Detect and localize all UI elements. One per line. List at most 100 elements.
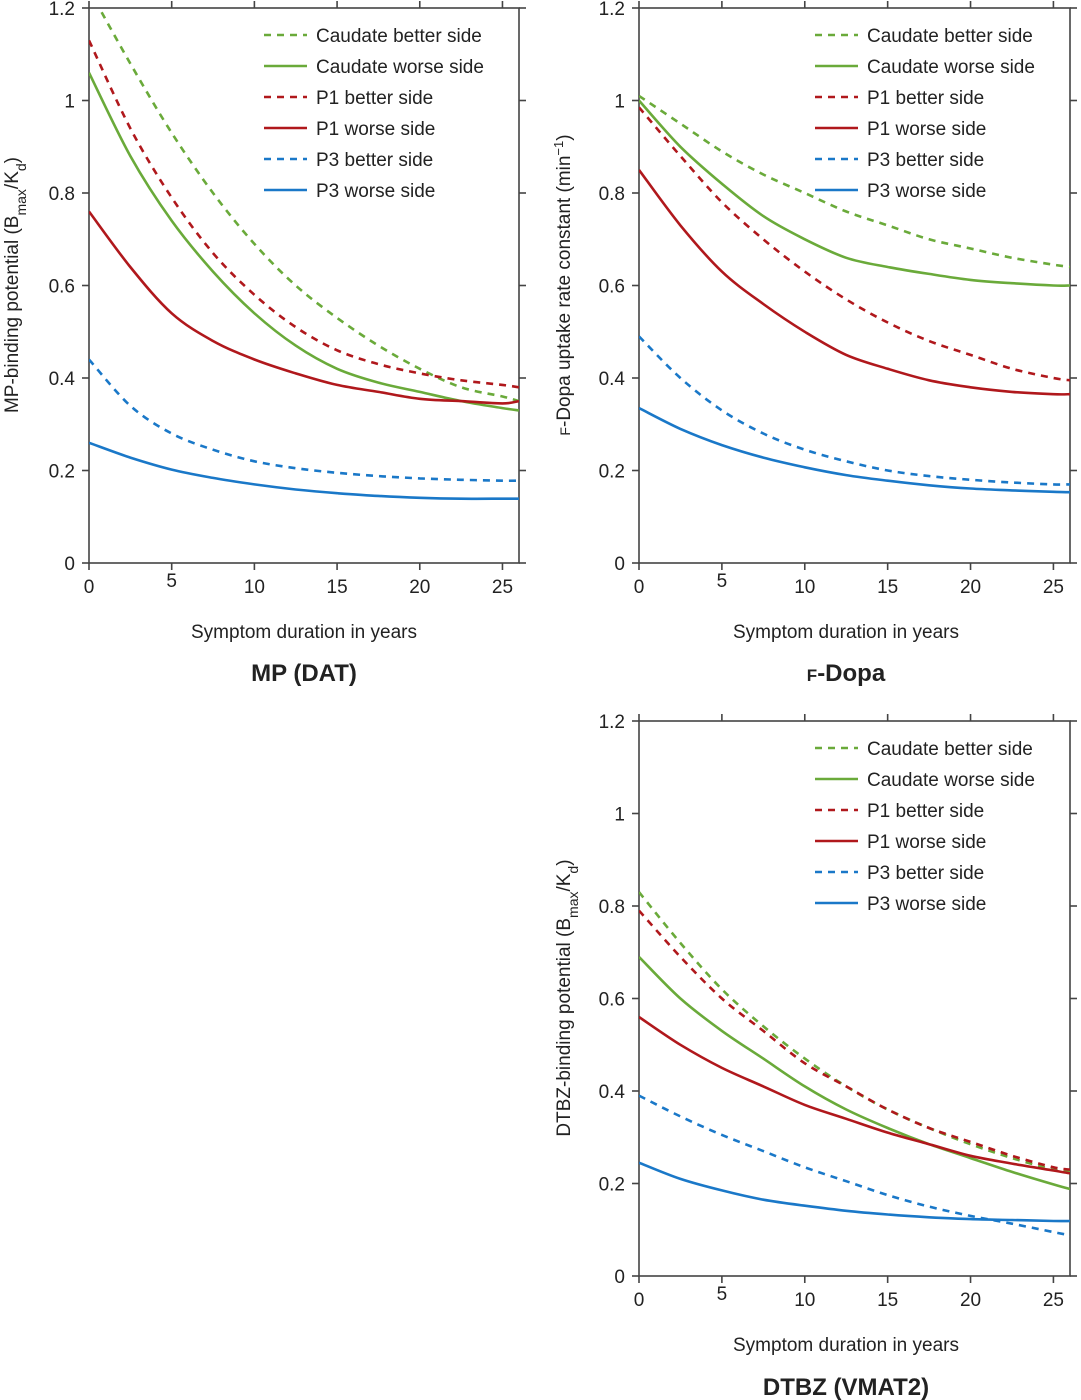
legend-item-p3-better-side: P3 better side [815,150,984,171]
legend-item-caudate-worse-side: Caudate worse side [815,57,1035,78]
series-line-p1-worse-side [89,210,519,405]
series-layer [89,8,519,501]
legend-item-p1-better-side: P1 better side [264,88,433,109]
legend-item-caudate-worse-side: Caudate worse side [815,770,1035,791]
x-tick-label: 25 [492,577,513,598]
y-tick-label: 0.8 [599,897,625,918]
x-tick-label: 15 [877,1290,898,1311]
legend-item-caudate-better-side: Caudate better side [815,739,1033,760]
panel-title: MP (DAT) [251,660,357,687]
legend-label: P3 better side [867,150,984,171]
y-tick-label: 0.2 [599,1175,625,1196]
x-tick-label: 10 [244,577,265,598]
series-line-p3-worse-side [89,441,519,501]
panel-title: F-Dopa [807,660,886,687]
y-tick-label: 1 [614,805,625,826]
legend-label: P3 better side [867,863,984,884]
legend-label: P3 better side [316,150,433,171]
x-tick-label: 5 [717,1284,728,1305]
legend-item-p1-better-side: P1 better side [815,801,984,822]
y-tick-label: 1 [64,92,75,113]
series-line-p1-worse-side [639,1015,1070,1175]
series-line-caudate-worse-side [89,72,519,412]
y-tick-label: 0.6 [599,277,625,298]
legend-label: P3 worse side [867,894,986,915]
y-tick-label: 1.2 [49,0,75,20]
series-line-p1-better-side [639,106,1070,382]
panel-title: DTBZ (VMAT2) [763,1374,929,1400]
legend-item-p1-worse-side: P1 worse side [815,832,986,853]
series-line-caudate-worse-side [639,99,1070,287]
legend-label: P3 worse side [316,181,435,202]
panel-f-dopa: 0 0.2 0.4 0.6 0.8 1 1.2 0 5 10 15 20 25 Caudate bett… [551,0,1077,687]
legend-label: Caudate worse side [867,57,1035,78]
x-axis-label: Symptom duration in years [191,622,417,643]
legend: Caudate better side Caudate worse side P1 … [264,26,484,202]
x-tick-label: 5 [166,571,177,592]
x-tick-label: 0 [84,577,95,598]
y-tick-label: 0.8 [49,184,75,205]
axes: 0 0.2 0.4 0.6 0.8 1 1.2 0 5 10 15 20 25 [49,0,526,598]
x-tick-label: 20 [960,1290,981,1311]
legend-label: P1 better side [316,88,433,109]
x-axis-label: Symptom duration in years [733,622,959,643]
axes: 0 0.2 0.4 0.6 0.8 1 1.2 0 5 10 15 20 25 [599,0,1077,598]
series-line-p3-better-side [89,358,519,483]
y-tick-label: 0.6 [49,277,75,298]
legend-item-p1-better-side: P1 better side [815,88,984,109]
legend-item-caudate-better-side: Caudate better side [264,26,482,47]
x-tick-label: 0 [634,1290,645,1311]
x-tick-label: 5 [717,571,728,592]
panel-dtbz-vmat2: 0 0.2 0.4 0.6 0.8 1 1.2 0 5 10 15 20 25 Caudate bett… [554,712,1077,1400]
series-line-caudate-better-side [639,891,1070,1174]
y-tick-label: 0 [614,554,625,575]
y-tick-label: 1.2 [599,0,625,20]
legend-label: P1 better side [867,88,984,109]
legend-item-p3-worse-side: P3 worse side [815,894,986,915]
legend-item-caudate-better-side: Caudate better side [815,26,1033,47]
plot-frame [638,720,1071,1277]
legend-label: P3 worse side [867,181,986,202]
x-tick-label: 20 [960,577,981,598]
y-tick-label: 1 [614,92,625,113]
legend-label: Caudate better side [316,26,482,47]
x-tick-label: 0 [634,577,645,598]
legend-item-p3-worse-side: P3 worse side [815,181,986,202]
legend: Caudate better side Caudate worse side P1 … [815,739,1035,915]
x-tick-label: 15 [877,577,898,598]
legend-item-p1-worse-side: P1 worse side [815,119,986,140]
x-tick-label: 20 [409,577,430,598]
x-tick-label: 10 [794,1290,815,1311]
series-line-p1-better-side [89,39,519,389]
series-layer [639,94,1070,494]
x-tick-label: 25 [1043,1290,1064,1311]
legend-item-p3-better-side: P3 better side [815,863,984,884]
axes: 0 0.2 0.4 0.6 0.8 1 1.2 0 5 10 15 20 25 [599,712,1077,1311]
legend-label: Caudate better side [867,26,1033,47]
legend-label: P1 worse side [867,119,986,140]
series-line-p3-better-side [639,335,1070,486]
y-tick-label: 0.6 [599,990,625,1011]
y-tick-label: 0.4 [599,1082,626,1103]
series-line-caudate-better-side [639,94,1070,269]
y-tick-label: 0.2 [49,462,75,483]
x-tick-label: 10 [794,577,815,598]
y-tick-label: 0.2 [599,462,625,483]
panel-mp-dat: 0 0.2 0.4 0.6 0.8 1 1.2 0 5 10 15 20 25 Caudate bett… [2,0,526,687]
series-line-p3-worse-side [639,406,1070,494]
y-axis-label: DTBZ-binding potential (Bmax/Kd) [554,859,581,1136]
y-tick-label: 0 [64,554,75,575]
legend-label: P1 better side [867,801,984,822]
legend-label: P1 worse side [316,119,435,140]
x-tick-label: 15 [327,577,348,598]
series-layer [639,891,1070,1237]
legend-item-p3-better-side: P3 better side [264,150,433,171]
plot-frame [638,7,1071,564]
y-tick-label: 0.4 [599,369,626,390]
y-axis-label: F-Dopa uptake rate constant (min−1) [551,134,576,435]
legend-item-p1-worse-side: P1 worse side [264,119,435,140]
y-tick-label: 0 [614,1267,625,1288]
legend-label: P1 worse side [867,832,986,853]
y-axis-label: MP-binding potential (Bmax/Kd) [2,157,29,413]
